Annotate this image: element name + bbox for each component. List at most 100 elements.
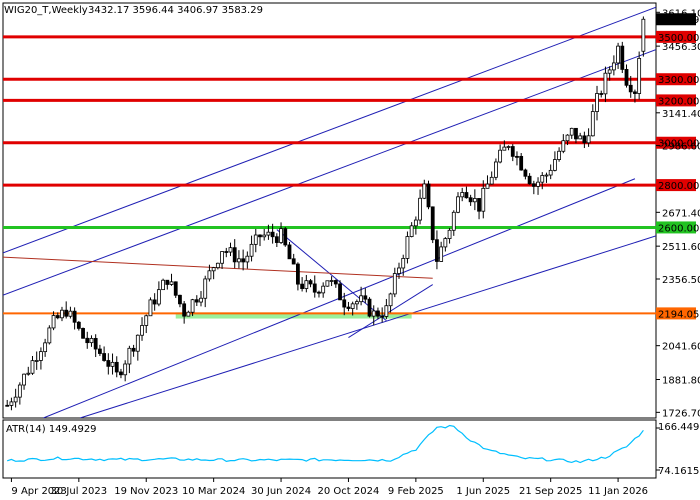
candle-up xyxy=(384,305,389,317)
candle-up xyxy=(413,219,418,227)
support-zone xyxy=(175,312,412,319)
candle-down xyxy=(173,281,178,296)
time-tick-label: 30 Jun 2024 xyxy=(251,486,311,497)
candle-up xyxy=(325,280,330,287)
candle-down xyxy=(363,295,368,300)
candle-down xyxy=(426,183,431,208)
candle-up xyxy=(329,280,334,282)
candle-down xyxy=(152,299,157,305)
level-tag-2800.00 xyxy=(656,179,696,192)
candle-down xyxy=(76,321,81,329)
candle-down xyxy=(102,353,107,361)
candle-down xyxy=(531,183,536,187)
candle-up xyxy=(161,279,165,291)
candle-up xyxy=(536,181,540,187)
candle-up xyxy=(447,229,452,239)
candle-down xyxy=(241,258,246,263)
candle-up xyxy=(123,363,128,376)
candle-up xyxy=(443,238,448,248)
price-tick-label: 2511.60 xyxy=(662,242,700,253)
level-tag-3000.00 xyxy=(656,136,696,149)
candle-up xyxy=(13,396,18,403)
candle-up xyxy=(228,247,233,253)
candle-up xyxy=(140,325,144,336)
candle-down xyxy=(342,299,347,308)
candle-down xyxy=(85,337,90,344)
price-tick-label: 2356.50 xyxy=(662,275,700,286)
atr-scale-top: 166.4492 xyxy=(658,422,700,433)
atr-panel xyxy=(7,424,660,471)
level-tag-2194.05 xyxy=(656,307,696,320)
candle-down xyxy=(182,303,187,317)
candle-down xyxy=(291,258,296,265)
candle-up xyxy=(590,111,595,137)
candle-up xyxy=(249,243,254,257)
candle-down xyxy=(274,236,279,243)
candle-up xyxy=(489,176,494,185)
level-label-3200.00: 3200.00 xyxy=(658,96,699,107)
candle-down xyxy=(515,155,519,158)
candle-up xyxy=(144,315,149,326)
candle-up xyxy=(405,236,410,259)
candle-down xyxy=(317,291,321,294)
candle-down xyxy=(527,175,532,185)
candle-up xyxy=(220,251,224,264)
candle-up xyxy=(578,135,583,140)
candle-down xyxy=(599,93,604,95)
current-price-badge xyxy=(656,13,696,26)
level-tag-3200.00 xyxy=(656,94,696,107)
candle-up xyxy=(502,146,507,151)
main-pane-border xyxy=(2,2,657,419)
candle-up xyxy=(409,225,414,237)
candle-up xyxy=(237,258,241,263)
candle-down xyxy=(582,135,587,144)
level-label-3500.00: 3500.00 xyxy=(658,33,699,44)
trendline-drawings[interactable] xyxy=(3,6,656,418)
candle-up xyxy=(561,140,566,152)
price-axis: 3616.103456.303141.402986.602671.402511.… xyxy=(656,8,700,419)
candle-down xyxy=(106,360,111,367)
candle-up xyxy=(22,373,26,386)
candle-up xyxy=(186,311,191,317)
time-tick-label: 10 Mar 2024 xyxy=(182,486,245,497)
candle-down xyxy=(55,315,60,319)
candle-down xyxy=(224,251,229,253)
candle-down xyxy=(287,244,292,260)
candle-up xyxy=(321,285,326,294)
level-label-3300.00: 3300.00 xyxy=(658,75,699,86)
candle-up xyxy=(156,289,161,305)
candle-up xyxy=(110,361,115,367)
candle-up xyxy=(169,281,174,285)
candle-up xyxy=(60,309,64,319)
candle-up xyxy=(135,334,140,352)
candle-down xyxy=(519,155,524,171)
candle-down xyxy=(165,279,170,285)
level-label-2600.00: 2600.00 xyxy=(658,223,699,234)
channel-upper-line xyxy=(3,6,656,254)
candle-up xyxy=(43,342,48,353)
horizontal-levels[interactable]: 3500.00 3300.00 3200.00 3000.00 2800.00 2600.… xyxy=(3,30,699,321)
candle-up xyxy=(266,231,271,236)
candle-up xyxy=(148,299,153,317)
time-tick-label: 1 Jun 2025 xyxy=(456,486,510,497)
candle-up xyxy=(68,310,73,317)
candle-down xyxy=(114,361,119,373)
candlestick-series xyxy=(5,16,646,411)
candle-up xyxy=(569,127,574,136)
candle-up xyxy=(34,360,39,362)
candle-up xyxy=(552,159,557,171)
price-tick-label: 2671.40 xyxy=(662,208,700,219)
candle-up xyxy=(51,315,56,329)
candle-up xyxy=(544,174,549,177)
time-tick-label: 9 Apr 2023 xyxy=(11,486,66,497)
candle-up xyxy=(371,310,376,317)
candle-down xyxy=(380,315,385,318)
price-tick-label: 3456.30 xyxy=(662,42,700,53)
candle-down xyxy=(346,306,351,309)
candle-down xyxy=(258,234,262,238)
candle-up xyxy=(565,134,570,142)
candle-up xyxy=(127,347,132,365)
candle-up xyxy=(586,135,591,144)
